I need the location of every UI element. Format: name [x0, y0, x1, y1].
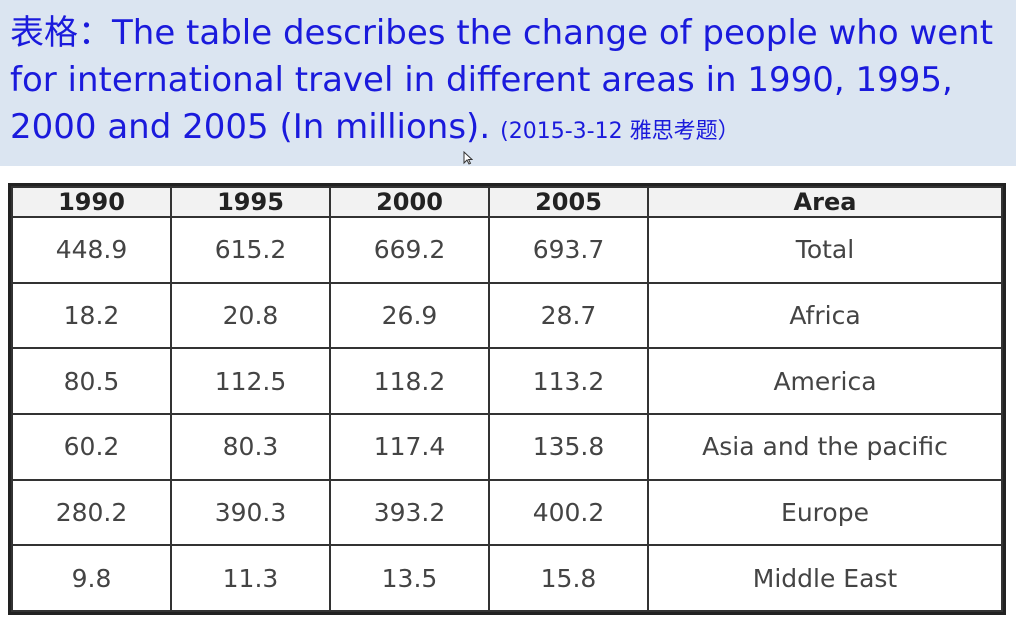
table-row: 9.8 11.3 13.5 15.8 Middle East: [11, 544, 1003, 612]
table-cell: 400.2: [488, 478, 649, 547]
table-cell: 60.2: [11, 412, 172, 481]
column-header: Area: [647, 186, 1003, 218]
table-cell: 20.8: [170, 281, 331, 350]
table-cell: Europe: [647, 478, 1003, 547]
column-header: 1990: [11, 186, 172, 218]
column-header: 2000: [329, 186, 490, 218]
table-cell: 28.7: [488, 281, 649, 350]
table-cell: 693.7: [488, 216, 649, 284]
exam-date-note: (2015-3-12 雅思考题）: [500, 119, 740, 144]
table-cell: 118.2: [329, 347, 490, 415]
table-cell: 393.2: [329, 478, 490, 547]
slide-header: 表格：The table describes the change of peo…: [0, 0, 1016, 166]
table-cell: 18.2: [11, 281, 172, 350]
table-cell: 113.2: [488, 347, 649, 415]
table-cell: America: [647, 347, 1003, 415]
table-header-row: 1990 1995 2000 2005 Area: [11, 186, 1003, 218]
table-cell: 448.9: [11, 216, 172, 284]
travel-data-table: 1990 1995 2000 2005 Area 448.9 615.2 669…: [11, 186, 1003, 612]
table-row: 80.5 112.5 118.2 113.2 America: [11, 347, 1003, 415]
table-cell: 11.3: [170, 544, 331, 612]
table-row: 18.2 20.8 26.9 28.7 Africa: [11, 281, 1003, 350]
table-cell: 669.2: [329, 216, 490, 284]
table-cell: 117.4: [329, 412, 490, 481]
column-header: 1995: [170, 186, 331, 218]
table-cell: 280.2: [11, 478, 172, 547]
table-cell: Total: [647, 216, 1003, 284]
table-cell: 26.9: [329, 281, 490, 350]
mouse-pointer-icon: [463, 151, 473, 165]
table-cell: Africa: [647, 281, 1003, 350]
data-table-container: 1990 1995 2000 2005 Area 448.9 615.2 669…: [8, 183, 1006, 615]
table-row: 280.2 390.3 393.2 400.2 Europe: [11, 478, 1003, 547]
table-cell: 80.5: [11, 347, 172, 415]
title-text: 表格：The table describes the change of peo…: [10, 13, 994, 147]
slide-title: 表格：The table describes the change of peo…: [10, 10, 1004, 155]
table-cell: 13.5: [329, 544, 490, 612]
table-cell: 615.2: [170, 216, 331, 284]
table-cell: 135.8: [488, 412, 649, 481]
table-row: 448.9 615.2 669.2 693.7 Total: [11, 216, 1003, 284]
table-cell: Asia and the pacific: [647, 412, 1003, 481]
table-cell: 390.3: [170, 478, 331, 547]
table-row: 60.2 80.3 117.4 135.8 Asia and the pacif…: [11, 412, 1003, 481]
table-cell: Middle East: [647, 544, 1003, 612]
table-cell: 112.5: [170, 347, 331, 415]
table-cell: 15.8: [488, 544, 649, 612]
table-cell: 9.8: [11, 544, 172, 612]
column-header: 2005: [488, 186, 649, 218]
table-cell: 80.3: [170, 412, 331, 481]
